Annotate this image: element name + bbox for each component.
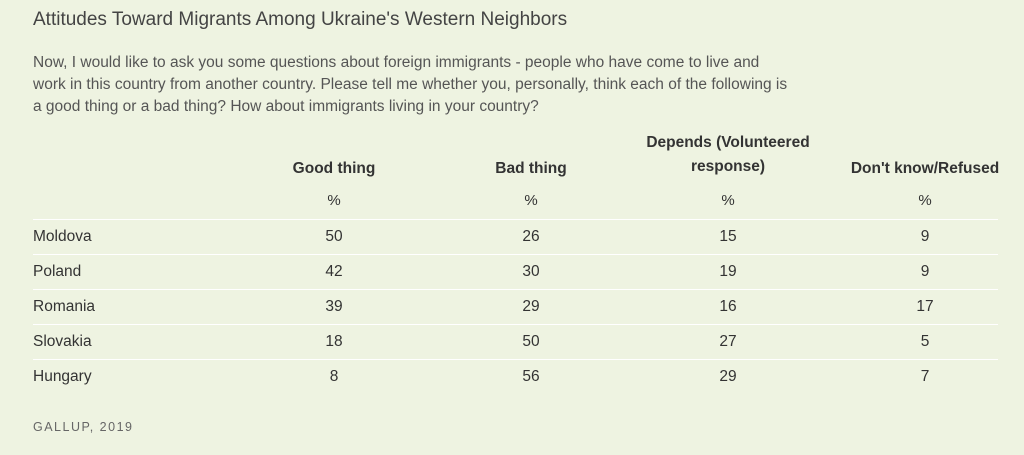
value-good-thing: 50 <box>325 228 343 245</box>
question-line: work in this country from another countr… <box>33 76 788 93</box>
country-name: Moldova <box>33 228 92 245</box>
country-name: Hungary <box>33 368 92 385</box>
column-header-label: response) <box>690 158 766 175</box>
column-header-dont-know: Don't know/Refused <box>835 157 1015 181</box>
table-row: Slovakia 18 50 27 5 <box>0 325 1024 360</box>
divider <box>33 324 998 325</box>
question-line: a good thing or a bad thing? How about i… <box>33 98 539 115</box>
table-row: Poland 42 30 19 9 <box>0 255 1024 290</box>
country-name: Romania <box>33 298 96 315</box>
value-dont-know: 9 <box>920 263 930 280</box>
column-header-depends: Depends (Volunteered response) <box>638 131 818 179</box>
divider <box>33 219 998 220</box>
country-name: Poland <box>33 263 82 280</box>
unit-label: % <box>721 192 735 209</box>
value-good-thing: 18 <box>325 333 343 350</box>
unit-label: % <box>918 192 932 209</box>
value-depends: 29 <box>719 368 737 385</box>
question-text: Now, I would like to ask you some questi… <box>33 52 833 118</box>
unit-label: % <box>524 192 538 209</box>
unit-label: % <box>327 192 341 209</box>
column-header-label: Bad thing <box>495 160 567 177</box>
table-row: Romania 39 29 16 17 <box>0 290 1024 325</box>
value-depends: 16 <box>719 298 737 315</box>
value-depends: 27 <box>719 333 737 350</box>
value-good-thing: 39 <box>325 298 343 315</box>
value-bad-thing: 50 <box>522 333 540 350</box>
divider <box>33 289 998 290</box>
column-header-good-thing: Good thing <box>274 157 394 181</box>
divider <box>33 359 998 360</box>
country-name: Slovakia <box>33 333 92 350</box>
divider <box>33 254 998 255</box>
value-depends: 19 <box>719 263 737 280</box>
column-header-label: Good thing <box>292 160 376 177</box>
table-row: Moldova 50 26 15 9 <box>0 220 1024 255</box>
source-note: GALLUP, 2019 <box>33 420 134 434</box>
value-bad-thing: 30 <box>522 263 540 280</box>
value-good-thing: 8 <box>329 368 339 385</box>
value-dont-know: 7 <box>920 368 930 385</box>
value-dont-know: 9 <box>920 228 930 245</box>
value-bad-thing: 26 <box>522 228 540 245</box>
value-good-thing: 42 <box>325 263 343 280</box>
question-line: Now, I would like to ask you some questi… <box>33 54 760 71</box>
value-dont-know: 5 <box>920 333 930 350</box>
column-header-bad-thing: Bad thing <box>471 157 591 181</box>
value-dont-know: 17 <box>916 298 934 315</box>
value-bad-thing: 29 <box>522 298 540 315</box>
column-header-label: Depends (Volunteered <box>646 134 810 151</box>
value-depends: 15 <box>719 228 737 245</box>
column-header-label: Don't know/Refused <box>850 160 1000 177</box>
table-row: Hungary 8 56 29 7 <box>0 360 1024 395</box>
page-title: Attitudes Toward Migrants Among Ukraine'… <box>33 9 568 30</box>
value-bad-thing: 56 <box>522 368 540 385</box>
